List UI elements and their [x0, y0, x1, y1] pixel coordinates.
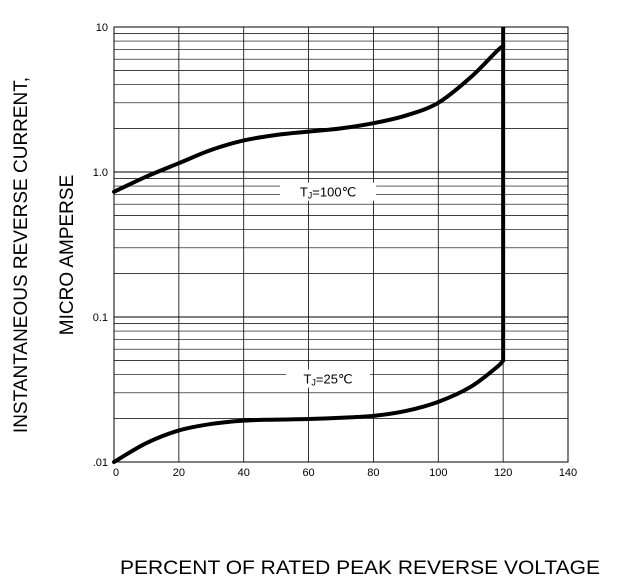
x-tick-label: 40 [238, 467, 250, 479]
x-tick-labels: 0 20 40 60 80 100 120 140 [113, 467, 577, 479]
y-tick-label: 1.0 [93, 167, 108, 179]
curve-labels: TJ=100℃ TJ=25℃ [280, 182, 377, 388]
y-axis-title-line1: INSTANTANEOUS REVERSE CURRENT, [11, 77, 32, 433]
y-axis-title-line2: MICRO AMPERSE [57, 175, 78, 335]
y-tick-label: 0.1 [93, 312, 108, 324]
series-group [112, 27, 506, 464]
grid [113, 26, 569, 463]
x-axis-title: PERCENT OF RATED PEAK REVERSE VOLTAGE [120, 558, 600, 579]
series-line-tj25 [112, 358, 506, 464]
plot-frame [113, 26, 569, 463]
y-tick-labels: 10 1.0 0.1 .01 [93, 22, 108, 469]
x-tick-label: 60 [302, 467, 314, 479]
x-tick-label: 120 [494, 467, 512, 479]
curve-label-tj25: TJ=25℃ [303, 372, 352, 388]
curve-label-bg [286, 369, 371, 388]
x-tick-label: 20 [173, 467, 185, 479]
series-line-tj100 [112, 43, 506, 194]
x-tick-label: 140 [559, 467, 577, 479]
curve-label-bg [280, 182, 377, 201]
curve-label-tj100: TJ=100℃ [300, 185, 356, 201]
y-tick-label: .01 [93, 457, 108, 469]
x-tick-label: 80 [367, 467, 379, 479]
x-tick-label: 0 [113, 467, 119, 479]
x-tick-label: 100 [429, 467, 447, 479]
y-tick-label: 10 [96, 22, 108, 34]
